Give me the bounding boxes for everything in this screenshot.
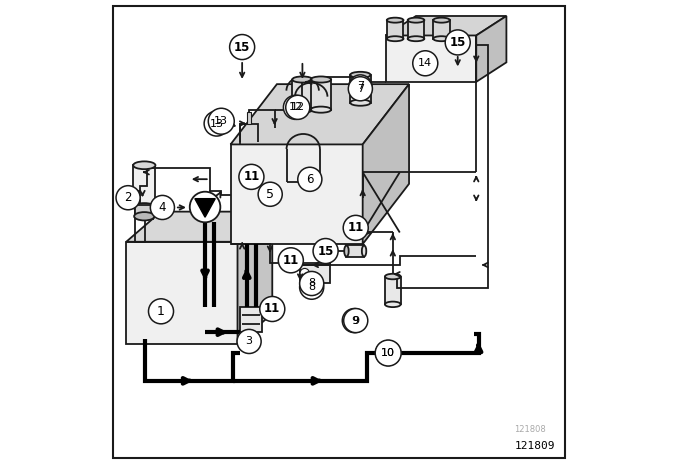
Text: 4: 4 bbox=[159, 201, 166, 214]
Ellipse shape bbox=[350, 72, 371, 78]
Bar bbox=[292, 80, 312, 110]
Circle shape bbox=[239, 164, 264, 189]
Bar bbox=[385, 277, 401, 305]
Polygon shape bbox=[195, 199, 215, 217]
Polygon shape bbox=[231, 145, 363, 244]
Text: 8: 8 bbox=[308, 282, 315, 292]
Text: 11: 11 bbox=[282, 254, 299, 267]
Polygon shape bbox=[126, 242, 238, 344]
Circle shape bbox=[286, 95, 310, 120]
Bar bbox=[133, 165, 155, 207]
Text: 11: 11 bbox=[348, 221, 364, 234]
Bar bbox=[350, 75, 371, 103]
Polygon shape bbox=[238, 212, 272, 344]
Ellipse shape bbox=[133, 161, 155, 169]
Circle shape bbox=[189, 192, 221, 222]
Bar bbox=[135, 205, 153, 216]
Polygon shape bbox=[386, 16, 507, 35]
Ellipse shape bbox=[350, 100, 371, 106]
Ellipse shape bbox=[407, 18, 424, 23]
Ellipse shape bbox=[387, 36, 403, 41]
Circle shape bbox=[204, 111, 229, 136]
Circle shape bbox=[149, 299, 174, 324]
Text: 15: 15 bbox=[449, 36, 466, 49]
Bar bbox=[407, 20, 424, 39]
Text: 121808: 121808 bbox=[514, 425, 546, 434]
Circle shape bbox=[413, 51, 438, 76]
Text: 13: 13 bbox=[210, 119, 223, 128]
Circle shape bbox=[348, 77, 372, 101]
Circle shape bbox=[283, 95, 308, 120]
Bar bbox=[246, 112, 251, 124]
Text: 5: 5 bbox=[266, 188, 274, 201]
Text: 15: 15 bbox=[234, 40, 251, 53]
Text: 14: 14 bbox=[418, 58, 433, 68]
Ellipse shape bbox=[292, 76, 312, 83]
Circle shape bbox=[208, 108, 234, 134]
Ellipse shape bbox=[133, 203, 155, 211]
Circle shape bbox=[313, 239, 338, 264]
Text: 9: 9 bbox=[352, 316, 359, 326]
Ellipse shape bbox=[433, 36, 450, 41]
Ellipse shape bbox=[385, 302, 401, 307]
Text: 9: 9 bbox=[351, 316, 358, 326]
Circle shape bbox=[375, 340, 401, 365]
Ellipse shape bbox=[134, 212, 155, 220]
Ellipse shape bbox=[344, 246, 349, 257]
Ellipse shape bbox=[407, 36, 424, 41]
Circle shape bbox=[278, 248, 304, 273]
Circle shape bbox=[299, 275, 324, 299]
Ellipse shape bbox=[385, 274, 401, 279]
Polygon shape bbox=[231, 84, 409, 145]
Ellipse shape bbox=[292, 106, 312, 113]
Polygon shape bbox=[386, 35, 476, 82]
Text: 11: 11 bbox=[243, 170, 259, 183]
Circle shape bbox=[349, 75, 372, 98]
Circle shape bbox=[237, 329, 261, 353]
Ellipse shape bbox=[433, 18, 450, 23]
Text: 8: 8 bbox=[308, 279, 315, 288]
Text: 11: 11 bbox=[264, 303, 280, 315]
Bar bbox=[300, 263, 330, 284]
Text: 15: 15 bbox=[317, 245, 334, 258]
Ellipse shape bbox=[387, 18, 403, 23]
Ellipse shape bbox=[311, 76, 331, 83]
Bar bbox=[311, 80, 331, 110]
Bar bbox=[346, 246, 364, 257]
Circle shape bbox=[230, 34, 255, 60]
Circle shape bbox=[298, 167, 322, 192]
Text: 10: 10 bbox=[381, 348, 395, 358]
Text: 12: 12 bbox=[289, 102, 303, 113]
Text: 7: 7 bbox=[356, 81, 364, 92]
Circle shape bbox=[344, 309, 368, 332]
Text: 10: 10 bbox=[381, 348, 395, 358]
Text: 7: 7 bbox=[356, 84, 364, 94]
Bar bbox=[433, 20, 450, 39]
Text: 121809: 121809 bbox=[515, 441, 555, 451]
Ellipse shape bbox=[362, 246, 366, 257]
Text: 2: 2 bbox=[124, 191, 132, 204]
Text: 1: 1 bbox=[157, 305, 165, 318]
Circle shape bbox=[300, 268, 310, 278]
Polygon shape bbox=[126, 212, 272, 242]
Circle shape bbox=[258, 182, 282, 206]
Text: 3: 3 bbox=[246, 337, 253, 346]
Circle shape bbox=[375, 340, 401, 366]
Bar bbox=[387, 20, 403, 39]
Circle shape bbox=[445, 30, 471, 55]
Circle shape bbox=[342, 309, 367, 332]
Text: 6: 6 bbox=[306, 173, 314, 186]
Circle shape bbox=[150, 195, 175, 219]
Bar bbox=[240, 307, 262, 332]
Polygon shape bbox=[363, 84, 409, 244]
Circle shape bbox=[299, 272, 324, 296]
Text: 12: 12 bbox=[291, 102, 305, 113]
Text: 13: 13 bbox=[215, 116, 228, 126]
Polygon shape bbox=[476, 16, 507, 82]
Circle shape bbox=[116, 186, 140, 210]
Ellipse shape bbox=[311, 106, 331, 113]
Circle shape bbox=[343, 215, 368, 240]
Circle shape bbox=[260, 297, 285, 321]
